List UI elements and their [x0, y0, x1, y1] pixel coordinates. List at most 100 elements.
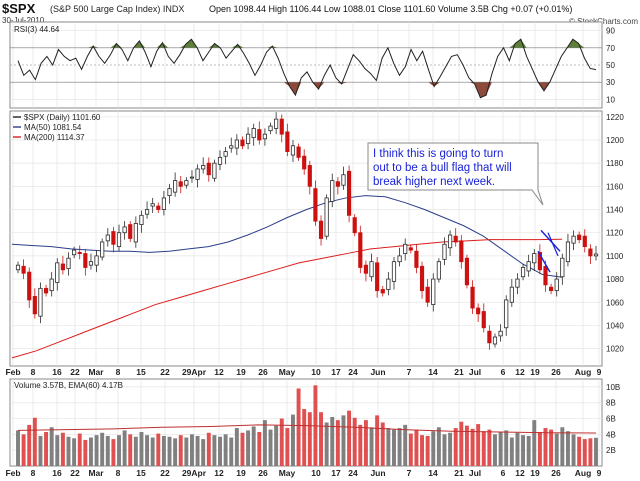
- candle-up: [201, 165, 206, 170]
- volume-bar: [66, 436, 71, 466]
- candle-down: [414, 250, 419, 268]
- x-tick-label: 24: [348, 367, 358, 377]
- price-tick-label: 1220: [606, 113, 624, 122]
- x-tick-label-bottom: 19: [530, 468, 540, 478]
- volume-bar: [352, 417, 357, 466]
- volume-bar: [234, 428, 239, 466]
- candle-down: [419, 265, 425, 292]
- price-tick-label: 1100: [606, 252, 624, 261]
- rsi-tick-label: 70: [606, 44, 615, 53]
- x-tick-label-bottom: 16: [52, 468, 62, 478]
- candle-up: [217, 156, 223, 165]
- rsi-oversold-fill: [18, 82, 596, 98]
- volume-bar: [27, 424, 32, 466]
- volume-bar: [397, 428, 402, 466]
- volume-bar: [201, 439, 206, 466]
- rsi-overbought-fill: [18, 39, 596, 48]
- candle-up: [274, 118, 279, 129]
- x-tick-label: 16: [52, 367, 62, 377]
- candle-down: [285, 131, 290, 152]
- x-tick-label: Jul: [469, 367, 481, 377]
- volume-bar: [509, 437, 514, 466]
- x-tick-label-bottom: 26: [258, 468, 268, 478]
- volume-bar: [521, 435, 526, 466]
- candle-up: [565, 241, 571, 263]
- x-tick-label: 12: [214, 367, 224, 377]
- candle-down: [206, 162, 211, 176]
- volume-bar: [189, 434, 194, 466]
- volume-bar: [363, 420, 368, 466]
- volume-bar: [195, 435, 200, 466]
- candle-down: [582, 235, 587, 248]
- volume-bar: [481, 431, 486, 466]
- candle-up: [442, 243, 447, 260]
- candle-down: [487, 330, 492, 344]
- rsi-panel: 10 30 50 70 90 RSI(3) 44.64: [9, 21, 615, 109]
- volume-bar: [133, 436, 138, 466]
- candle-up: [290, 145, 296, 156]
- x-tick-label: 19: [530, 367, 540, 377]
- candle-down: [543, 265, 548, 286]
- candle-down: [453, 235, 458, 243]
- candle-up: [66, 257, 71, 270]
- candle-up: [509, 286, 514, 303]
- x-tick-label-bottom: 9: [597, 468, 602, 478]
- x-tick-label: Feb: [5, 367, 20, 377]
- x-tick-label: 15: [136, 367, 146, 377]
- candle-up: [504, 299, 509, 329]
- x-tick-label-bottom: 26: [551, 468, 561, 478]
- candle-up: [72, 249, 77, 256]
- volume-bar: [105, 435, 110, 466]
- stockcharts-logo: © StockCharts.com: [568, 17, 638, 26]
- candle-down: [21, 265, 26, 274]
- volume-bar: [470, 428, 475, 466]
- candle-up: [223, 151, 228, 157]
- volume-ema-line: [17, 424, 597, 434]
- candle-up: [492, 336, 498, 345]
- volume-bar: [403, 424, 408, 466]
- volume-bar: [414, 429, 419, 466]
- candle-down: [380, 289, 385, 294]
- candle-up: [55, 262, 60, 283]
- candle-up: [116, 232, 122, 248]
- volume-bar: [100, 432, 105, 466]
- x-tick-label-bottom: 8: [116, 468, 121, 478]
- volume-bar: [173, 438, 178, 466]
- x-tick-label-bottom: Jun: [370, 468, 385, 478]
- candle-up: [436, 261, 441, 280]
- volume-panel: 2B 4B 6B 8B 10B Volume 3.57B, EMA(60) 4.17B Fe…: [5, 378, 620, 478]
- volume-bar: [341, 415, 346, 466]
- candle-down: [307, 165, 312, 187]
- flag-lower-line: [537, 250, 551, 273]
- annotation-group: I think this is going to turn out to be a…: [367, 142, 544, 206]
- candle-down: [459, 240, 464, 263]
- candle-down: [313, 188, 318, 222]
- candle-down: [240, 139, 245, 147]
- candle-down: [27, 271, 32, 301]
- candle-up: [571, 235, 576, 244]
- x-tick-label: 22: [70, 367, 80, 377]
- x-tick-label: 10: [311, 367, 321, 377]
- x-tick-label: May: [279, 367, 296, 377]
- volume-bar: [347, 410, 352, 466]
- rsi-tick-label: 90: [606, 27, 615, 36]
- vol-tick-label: 6B: [606, 415, 616, 424]
- candle-up: [49, 278, 54, 292]
- annotation-text: out to be a bull flag that will: [373, 162, 512, 174]
- volume-bar: [122, 430, 127, 466]
- rsi-tick-label: 10: [606, 95, 615, 104]
- volume-bar: [515, 432, 520, 466]
- volume-bar: [498, 431, 503, 466]
- candle-up: [554, 278, 559, 292]
- candle-down: [549, 286, 554, 292]
- price-tick-label: 1040: [606, 321, 624, 330]
- x-tick-label-bottom: 12: [214, 468, 224, 478]
- candle-down: [77, 252, 82, 254]
- candle-up: [330, 180, 335, 202]
- rsi-line: [17, 38, 597, 99]
- volume-bar: [212, 435, 217, 466]
- volume-bar: [476, 424, 481, 466]
- candle-down: [537, 252, 542, 271]
- volume-bar: [453, 428, 458, 466]
